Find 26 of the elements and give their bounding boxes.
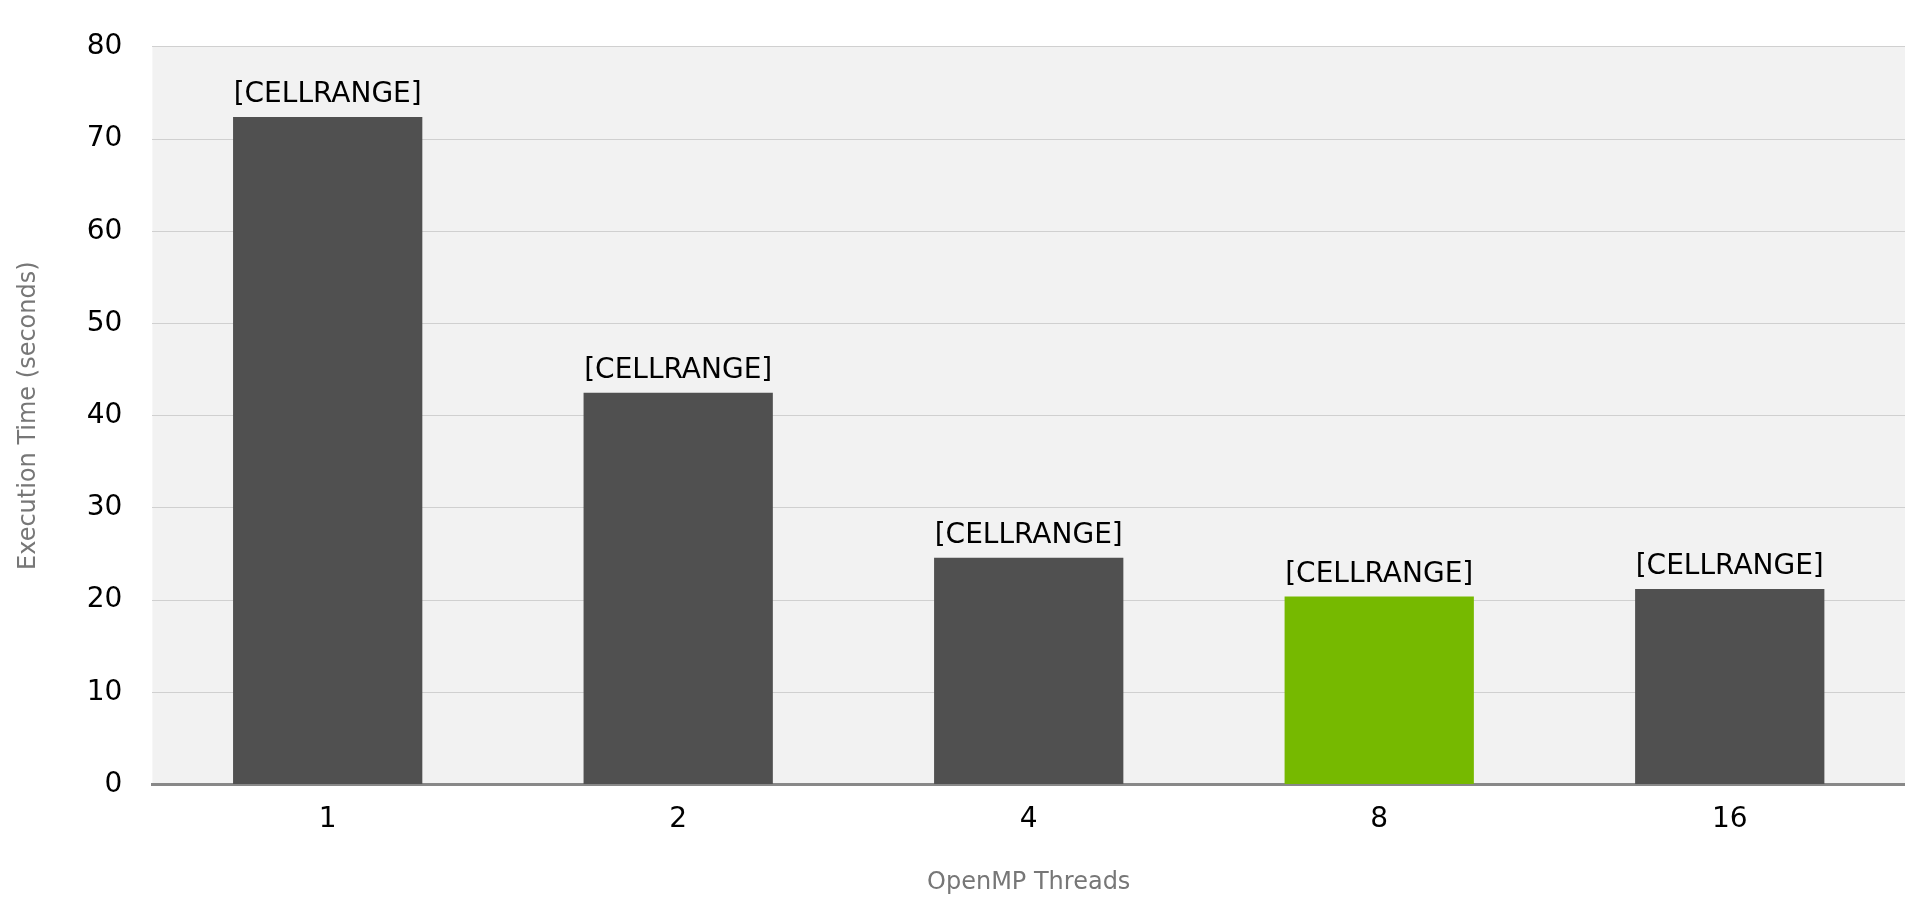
bar [1284,596,1474,785]
bar [934,557,1124,785]
y-tick-label: 60 [86,212,123,246]
x-tick-label: 2 [669,800,688,834]
y-tick-label: 20 [86,581,123,615]
x-tick-label: 16 [1711,800,1748,834]
bar [233,116,423,785]
y-tick-label: 0 [104,765,123,799]
x-tick-label: 8 [1370,800,1389,834]
x-tick-label: 4 [1019,800,1038,834]
y-tick-label: 70 [86,120,123,154]
data-label: [CELLRANGE] [934,517,1123,551]
data-label: [CELLRANGE] [1635,548,1824,582]
y-axis-title: Execution Time (seconds) [12,261,41,570]
y-tick-label: 80 [86,28,123,62]
x-tick-label: 1 [318,800,337,834]
bar [583,392,773,785]
x-axis-title: OpenMP Threads [927,866,1131,895]
bar [1635,589,1825,785]
y-tick-label: 40 [86,396,123,430]
data-label: [CELLRANGE] [1285,555,1474,589]
y-tick-label: 10 [86,673,123,707]
data-label: [CELLRANGE] [584,351,773,385]
y-tick-label: 50 [86,304,123,338]
data-label: [CELLRANGE] [233,76,422,110]
y-tick-label: 30 [86,489,123,523]
